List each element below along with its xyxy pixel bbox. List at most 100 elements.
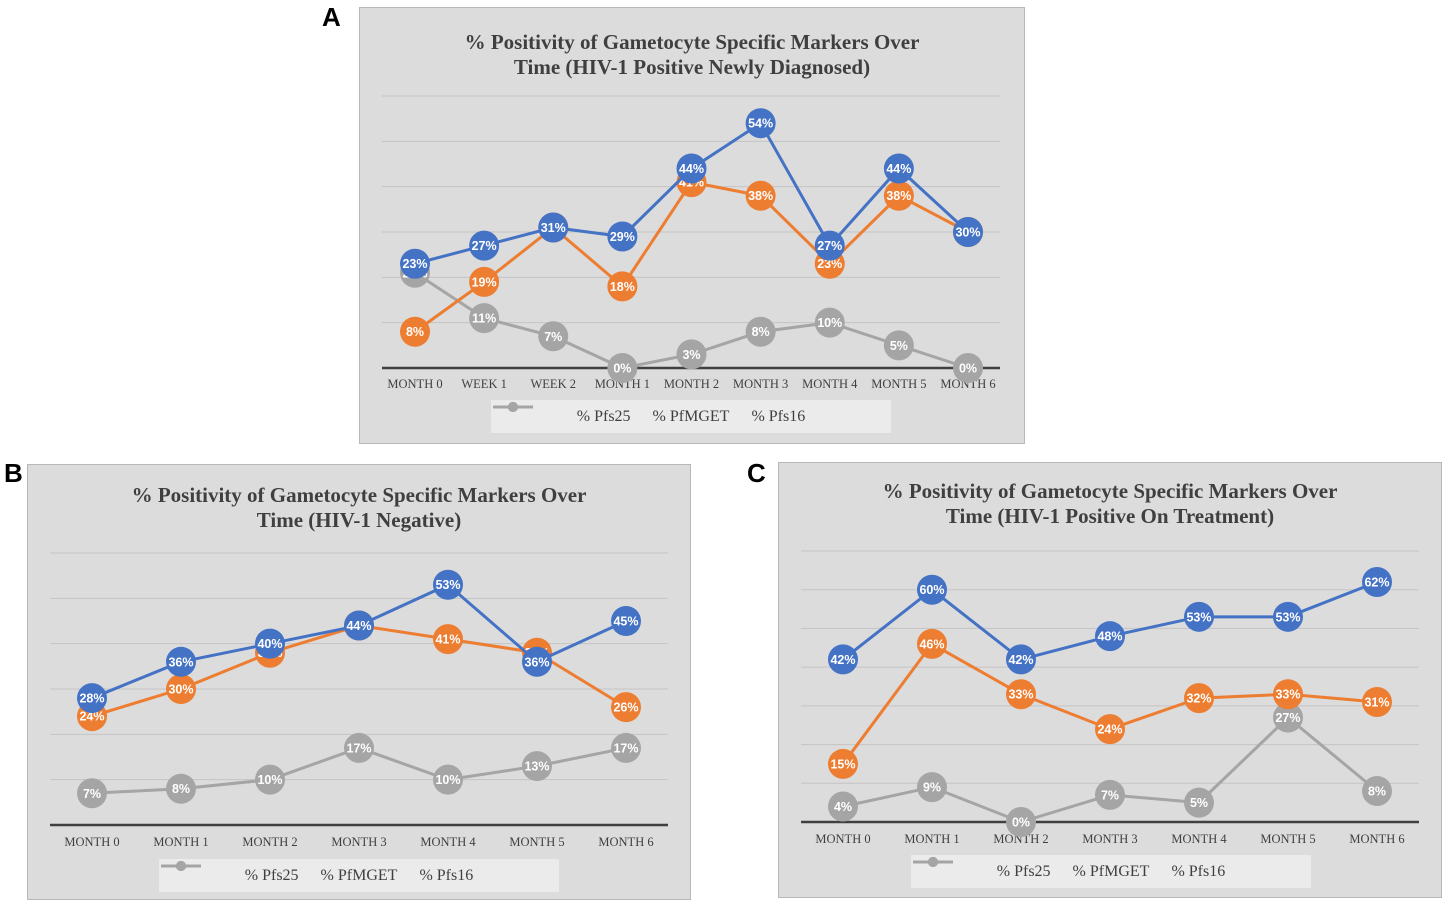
panel-letter-c: C <box>747 458 766 488</box>
data-label-pfs16: 5% <box>890 339 908 353</box>
data-point-pfmget <box>611 692 641 723</box>
x-tick-label: MONTH 0 <box>815 832 870 846</box>
data-point-pfmget <box>469 266 500 297</box>
data-point-pfs16 <box>255 764 285 795</box>
data-point-pfs25 <box>611 606 641 636</box>
chart-title: % Positivity of Gametocyte Specific Mark… <box>28 483 690 533</box>
data-label-pfs16: 9% <box>923 781 941 795</box>
data-point-pfs16 <box>828 791 858 822</box>
chart-panel-a: % Positivity of Gametocyte Specific Mark… <box>359 7 1025 444</box>
legend-item-pfs25: % Pfs25 <box>493 402 631 426</box>
data-label-pfs16: 10% <box>817 316 842 330</box>
data-label-pfmget: 26% <box>613 701 638 715</box>
data-point-pfs25 <box>469 230 500 261</box>
legend-label-pfs16: % Pfs16 <box>1171 862 1226 880</box>
data-label-pfs16: 10% <box>435 773 460 787</box>
data-label-pfs25: 27% <box>817 239 842 253</box>
x-tick-label: MONTH 6 <box>598 835 653 849</box>
data-point-pfs16 <box>522 751 552 782</box>
x-tick-label: MONTH 3 <box>1082 832 1137 846</box>
data-label-pfs25: 27% <box>472 239 497 253</box>
data-label-pfs16: 17% <box>346 741 371 755</box>
data-label-pfs25: 36% <box>168 655 193 669</box>
data-label-pfs25: 62% <box>1364 575 1389 589</box>
data-label-pfmget: 24% <box>79 710 104 724</box>
data-label-pfs16: 8% <box>1368 785 1386 799</box>
data-point-pfs25 <box>1006 644 1036 675</box>
data-label-pfmget: 32% <box>1186 692 1211 706</box>
chart-title-line-2: Time (HIV-1 Negative) <box>256 508 462 532</box>
data-point-pfs16 <box>1273 702 1303 733</box>
data-label-pfs16: 13% <box>524 760 549 774</box>
data-label-pfs25: 29% <box>610 230 635 244</box>
x-tick-label: MONTH 1 <box>595 377 650 391</box>
data-label-pfmget: 31% <box>1364 695 1389 709</box>
data-point-pfmget <box>433 624 463 655</box>
data-point-pfs16 <box>1362 776 1392 807</box>
data-label-pfs25: 44% <box>346 619 371 633</box>
series-line-pfmget <box>414 180 969 333</box>
data-point-pfs25 <box>433 569 463 600</box>
data-point-pfs25 <box>953 217 983 247</box>
x-tick-label: MONTH 0 <box>64 835 119 849</box>
data-label-pfs16: 10% <box>257 773 282 787</box>
data-label-pfs16: 8% <box>172 782 190 796</box>
data-point-pfs25 <box>814 230 845 261</box>
x-tick-label: MONTH 0 <box>387 377 442 391</box>
legend-item-pfs16: % Pfs16 <box>913 857 1226 881</box>
data-label-pfmget: 24% <box>1097 723 1122 737</box>
x-tick-label: MONTH 6 <box>940 377 995 391</box>
legend-label-pfs16: % Pfs16 <box>419 866 474 884</box>
data-label-pfs25: 53% <box>1275 610 1300 624</box>
data-label-pfs16: 17% <box>613 741 638 755</box>
data-point-pfs25 <box>1095 621 1125 652</box>
data-label-pfs16: 7% <box>544 330 562 344</box>
data-point-pfs16 <box>917 772 947 803</box>
data-label-pfs25: 40% <box>257 637 282 651</box>
data-label-pfs25: 48% <box>1097 630 1122 644</box>
x-tick-label: MONTH 2 <box>664 377 719 391</box>
legend-label-pfmget: % PfMGET <box>320 866 398 884</box>
x-tick-label: MONTH 2 <box>993 832 1048 846</box>
data-point-pfmget <box>1095 714 1125 745</box>
data-point-pfs16 <box>676 339 707 370</box>
data-point-pfs16 <box>469 303 500 334</box>
data-label-pfs25: 53% <box>435 578 460 592</box>
data-label-pfmget: 8% <box>406 325 424 339</box>
panel-letter-b: B <box>4 458 23 488</box>
data-point-pfs25 <box>745 108 776 139</box>
data-label-pfs16: 4% <box>834 800 852 814</box>
chart-title-line-2: Time (HIV-1 Positive On Treatment) <box>945 504 1275 528</box>
data-label-pfmget: 46% <box>919 637 944 651</box>
legend-label-pfmget: % PfMGET <box>1072 862 1150 880</box>
chart-legend: % Pfs25 % PfMGET % Pfs16 <box>159 859 559 892</box>
data-point-pfmget <box>607 271 638 302</box>
x-tick-label: MONTH 6 <box>1349 832 1404 846</box>
legend-item-pfmget: % PfMGET <box>161 861 398 885</box>
data-point-pfs25 <box>828 644 858 675</box>
x-tick-label: MONTH 4 <box>1171 832 1227 846</box>
data-label-pfs25: 31% <box>541 221 566 235</box>
x-tick-label: MONTH 1 <box>904 832 959 846</box>
data-point-pfmget <box>1362 686 1392 717</box>
chart-plot: MONTH 0 MONTH 1 MONTH 2 MONTH 3 MONTH 4 MONTH… <box>801 550 1419 846</box>
data-point-pfmget <box>1006 679 1036 710</box>
legend-item-pfs25: % Pfs25 <box>161 861 299 885</box>
data-point-pfmget <box>1273 679 1303 710</box>
x-tick-label: MONTH 3 <box>733 377 788 391</box>
data-label-pfs25: 60% <box>919 583 944 597</box>
data-label-pfmget: 38% <box>748 189 773 203</box>
data-point-pfs16 <box>344 732 374 763</box>
data-label-pfs16: 27% <box>1275 711 1300 725</box>
x-tick-label: MONTH 5 <box>1260 832 1315 846</box>
data-label-pfs25: 28% <box>79 692 104 706</box>
x-tick-label: MONTH 5 <box>509 835 564 849</box>
x-tick-label: WEEK 1 <box>461 377 506 391</box>
data-point-pfs25 <box>917 574 947 605</box>
data-label-pfs25: 54% <box>748 117 773 131</box>
data-point-pfmget <box>400 316 430 347</box>
legend-item-pfs16: % Pfs16 <box>161 861 474 885</box>
chart-title-line-1: % Positivity of Gametocyte Specific Mark… <box>131 483 587 507</box>
data-point-pfs16 <box>433 764 463 795</box>
data-point-pfs25 <box>400 248 430 279</box>
